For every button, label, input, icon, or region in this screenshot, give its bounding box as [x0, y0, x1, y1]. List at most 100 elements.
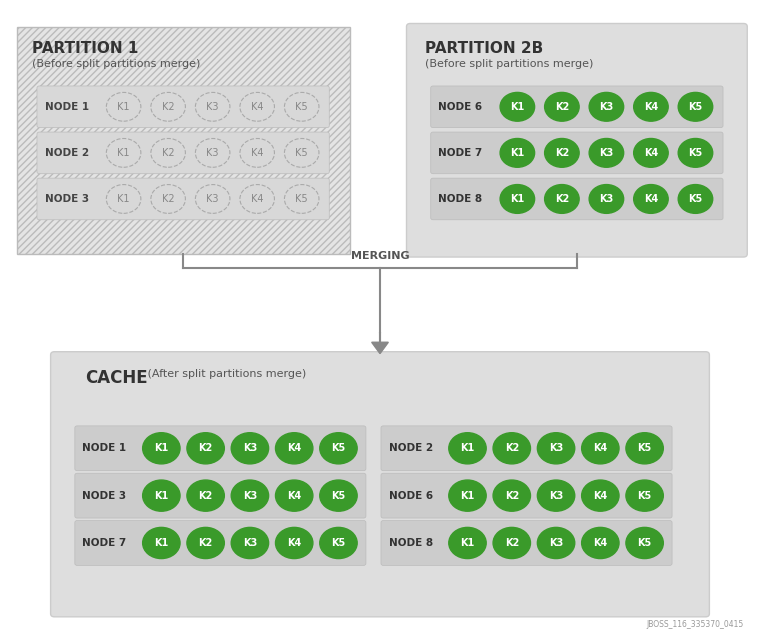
Text: MERGING: MERGING: [350, 252, 410, 261]
FancyBboxPatch shape: [51, 352, 709, 617]
FancyBboxPatch shape: [74, 473, 366, 518]
Text: NODE 7: NODE 7: [439, 148, 483, 158]
Text: K1: K1: [510, 194, 524, 204]
Circle shape: [678, 138, 713, 167]
Text: K4: K4: [251, 102, 264, 112]
Text: K3: K3: [207, 102, 219, 112]
Text: K5: K5: [296, 194, 308, 204]
Text: K3: K3: [600, 102, 613, 112]
Text: K4: K4: [251, 194, 264, 204]
Text: K3: K3: [242, 491, 257, 501]
Text: K4: K4: [594, 443, 607, 453]
FancyArrow shape: [372, 332, 388, 354]
Text: K1: K1: [461, 491, 474, 501]
Text: K2: K2: [198, 491, 213, 501]
Circle shape: [589, 138, 624, 167]
Text: K3: K3: [600, 148, 613, 158]
Circle shape: [143, 480, 180, 511]
FancyBboxPatch shape: [74, 426, 366, 470]
Text: K2: K2: [555, 194, 569, 204]
Text: NODE 6: NODE 6: [388, 491, 432, 501]
FancyBboxPatch shape: [431, 178, 723, 220]
FancyBboxPatch shape: [407, 23, 747, 257]
Text: K4: K4: [251, 148, 264, 158]
Text: K2: K2: [198, 443, 213, 453]
Text: K2: K2: [555, 102, 569, 112]
Text: K1: K1: [117, 102, 130, 112]
Circle shape: [537, 480, 575, 511]
Text: K3: K3: [207, 148, 219, 158]
Circle shape: [678, 184, 713, 214]
Text: K4: K4: [287, 443, 301, 453]
Text: K5: K5: [638, 443, 652, 453]
Text: K5: K5: [331, 538, 346, 548]
Text: K1: K1: [510, 102, 524, 112]
Circle shape: [581, 527, 619, 559]
Text: NODE 1: NODE 1: [45, 102, 89, 112]
Text: NODE 2: NODE 2: [45, 148, 89, 158]
Bar: [17, 27, 350, 254]
Circle shape: [320, 480, 357, 511]
Text: PARTITION 1: PARTITION 1: [32, 41, 138, 56]
Circle shape: [626, 527, 663, 559]
Text: K3: K3: [549, 538, 563, 548]
Text: K2: K2: [505, 491, 519, 501]
Text: K3: K3: [207, 194, 219, 204]
Text: CACHE: CACHE: [84, 369, 147, 387]
Text: K1: K1: [154, 491, 169, 501]
Text: K5: K5: [689, 194, 702, 204]
Text: K3: K3: [549, 443, 563, 453]
FancyBboxPatch shape: [431, 132, 723, 174]
Circle shape: [143, 432, 180, 464]
Circle shape: [500, 138, 534, 167]
Text: K2: K2: [505, 443, 519, 453]
Circle shape: [143, 527, 180, 559]
Circle shape: [589, 93, 624, 121]
Circle shape: [449, 432, 486, 464]
Text: K5: K5: [331, 443, 346, 453]
Circle shape: [275, 432, 313, 464]
Text: JBOSS_116_335370_0415: JBOSS_116_335370_0415: [646, 621, 743, 630]
Text: K3: K3: [242, 443, 257, 453]
Text: K3: K3: [242, 538, 257, 548]
Text: K5: K5: [638, 491, 652, 501]
Text: K5: K5: [689, 148, 702, 158]
Circle shape: [449, 527, 486, 559]
Text: NODE 3: NODE 3: [45, 194, 89, 204]
Circle shape: [500, 184, 534, 214]
Circle shape: [589, 184, 624, 214]
Text: K2: K2: [162, 148, 175, 158]
Circle shape: [493, 527, 530, 559]
Text: NODE 8: NODE 8: [439, 194, 483, 204]
Text: K5: K5: [331, 491, 346, 501]
Circle shape: [493, 432, 530, 464]
FancyBboxPatch shape: [74, 521, 366, 566]
Text: K1: K1: [510, 148, 524, 158]
Circle shape: [581, 432, 619, 464]
Text: NODE 8: NODE 8: [388, 538, 432, 548]
Circle shape: [545, 184, 579, 214]
Circle shape: [231, 432, 268, 464]
Text: K4: K4: [644, 194, 658, 204]
Circle shape: [581, 480, 619, 511]
Circle shape: [320, 527, 357, 559]
Text: K4: K4: [644, 148, 658, 158]
Text: K1: K1: [154, 443, 169, 453]
Circle shape: [634, 184, 668, 214]
Text: K4: K4: [594, 538, 607, 548]
Circle shape: [275, 527, 313, 559]
FancyBboxPatch shape: [37, 132, 329, 174]
Text: PARTITION 2B: PARTITION 2B: [426, 41, 543, 56]
Circle shape: [545, 93, 579, 121]
Circle shape: [500, 93, 534, 121]
Circle shape: [537, 432, 575, 464]
Circle shape: [231, 527, 268, 559]
Text: (Before split partitions merge): (Before split partitions merge): [426, 60, 594, 70]
Text: K5: K5: [296, 102, 308, 112]
Text: K2: K2: [505, 538, 519, 548]
Circle shape: [187, 527, 224, 559]
Circle shape: [187, 480, 224, 511]
Text: NODE 6: NODE 6: [439, 102, 483, 112]
Text: NODE 2: NODE 2: [388, 443, 432, 453]
FancyBboxPatch shape: [381, 473, 672, 518]
